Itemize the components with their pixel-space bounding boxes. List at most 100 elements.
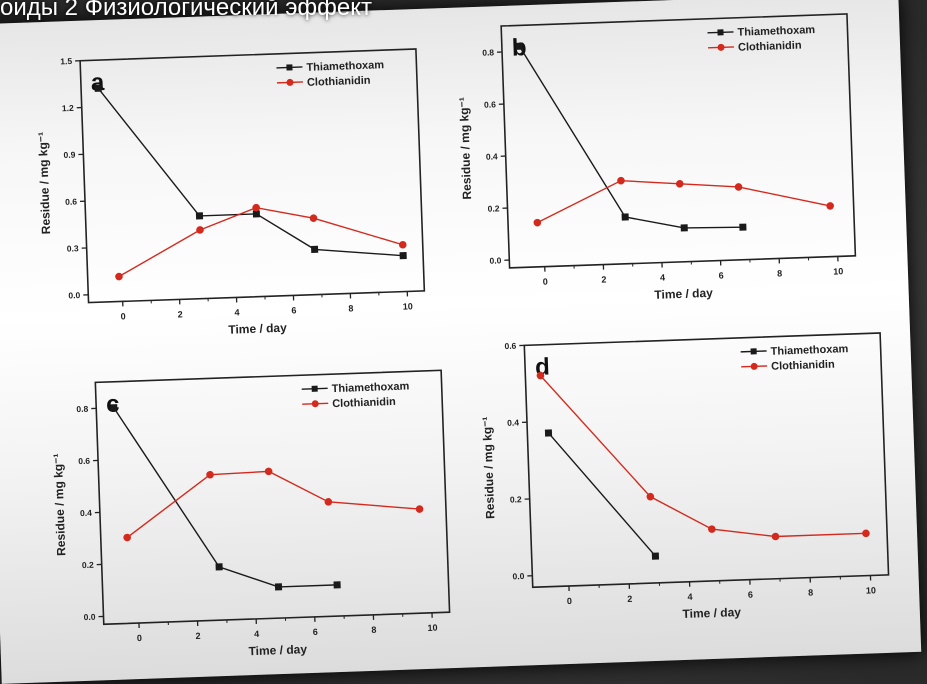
y-tick-label: 0.9 [63, 150, 75, 160]
series-line-clothianidin [117, 203, 404, 277]
x-axis-label: Time / day [682, 605, 741, 621]
legend-marker [286, 64, 292, 70]
y-tick-label: 0.8 [76, 404, 88, 414]
data-point-thiamethoxam [622, 213, 629, 220]
x-tick-label: 8 [371, 625, 376, 635]
y-tick-label: 1.5 [60, 56, 72, 66]
y-tick-label: 0.2 [488, 203, 500, 213]
legend-label: Clothianidin [307, 75, 371, 89]
x-tick-label: 4 [687, 592, 692, 602]
legend-marker [717, 29, 723, 35]
x-tick-label: 6 [313, 627, 318, 637]
data-point-thiamethoxam [652, 552, 659, 559]
data-point-thiamethoxam [275, 583, 282, 590]
plot-frame [524, 333, 888, 587]
legend-marker [751, 348, 757, 354]
series-line-thiamethoxam [519, 39, 742, 235]
y-tick-label: 0.0 [489, 255, 501, 265]
video-title: оиды 2 Физиологический эффект [0, 0, 372, 22]
data-point-clothianidin [772, 533, 780, 541]
x-tick-label: 6 [291, 305, 296, 315]
x-tick-label: 2 [195, 631, 200, 641]
data-point-thiamethoxam [400, 252, 407, 259]
legend-marker [751, 363, 758, 370]
x-tick-label: 4 [234, 307, 239, 317]
y-tick-label: 0.0 [84, 612, 96, 622]
y-tick-label: 0.6 [78, 456, 90, 466]
data-point-clothianidin [196, 226, 204, 234]
y-axis-label: Residue / mg kg⁻¹ [457, 97, 475, 200]
x-tick-label: 8 [777, 268, 782, 278]
x-tick-label: 4 [254, 629, 259, 639]
legend-marker [312, 400, 319, 407]
data-point-clothianidin [708, 525, 716, 533]
data-point-clothianidin [416, 505, 424, 513]
series-line-thiamethoxam [548, 429, 655, 559]
y-tick-label: 0.4 [80, 508, 92, 518]
data-point-clothianidin [265, 467, 273, 475]
y-tick-label: 0.4 [507, 417, 519, 427]
panel-letter: a [90, 69, 105, 96]
series-line-thiamethoxam [98, 78, 403, 266]
y-tick-label: 0.8 [482, 47, 494, 57]
data-point-clothianidin [310, 214, 318, 222]
y-tick-label: 0.6 [65, 196, 77, 206]
x-tick-label: 2 [601, 275, 606, 285]
y-tick-label: 0.2 [82, 560, 94, 570]
data-point-clothianidin [617, 177, 625, 185]
y-tick-label: 0.3 [67, 243, 79, 253]
series-line-clothianidin [540, 364, 866, 544]
legend-marker [312, 386, 318, 392]
x-tick-label: 8 [348, 303, 353, 313]
data-point-clothianidin [533, 219, 541, 227]
data-point-clothianidin [399, 241, 407, 249]
data-point-thiamethoxam [95, 85, 102, 92]
x-tick-label: 0 [121, 311, 126, 321]
x-axis-label: Time / day [248, 642, 307, 658]
legend-label: Thiamethoxam [332, 380, 410, 395]
x-tick-label: 10 [403, 301, 413, 311]
y-tick-label: 0.6 [504, 341, 516, 351]
plot-frame [95, 370, 449, 624]
data-point-thiamethoxam [311, 246, 318, 253]
x-tick-label: 0 [543, 277, 548, 287]
x-axis-label: Time / day [654, 286, 713, 302]
data-point-clothianidin [324, 498, 332, 506]
data-point-clothianidin [826, 202, 834, 210]
data-point-thiamethoxam [516, 43, 523, 50]
x-tick-label: 10 [866, 585, 876, 595]
data-point-thiamethoxam [110, 404, 117, 411]
y-axis-label: Residue / mg kg⁻¹ [51, 453, 69, 556]
legend-label: Thiamethoxam [306, 59, 384, 74]
y-axis-label: Residue / mg kg⁻¹ [480, 416, 498, 519]
data-point-clothianidin [676, 180, 684, 188]
y-tick-label: 1.2 [62, 103, 74, 113]
data-point-thiamethoxam [681, 224, 688, 231]
legend-label: Thiamethoxam [737, 24, 815, 39]
y-tick-label: 0.0 [68, 290, 80, 300]
y-axis-label: Residue / mg kg⁻¹ [36, 132, 54, 235]
x-tick-label: 2 [177, 309, 182, 319]
x-tick-label: 0 [567, 596, 572, 606]
x-tick-label: 4 [660, 272, 665, 282]
x-tick-label: 6 [718, 270, 723, 280]
legend-label: Clothianidin [332, 396, 396, 410]
legend-label: Clothianidin [771, 359, 835, 373]
plot-frame [80, 49, 424, 303]
y-tick-label: 0.4 [486, 151, 498, 161]
x-tick-label: 6 [748, 590, 753, 600]
x-tick-label: 2 [627, 594, 632, 604]
y-tick-label: 0.0 [512, 571, 524, 581]
legend-marker [717, 44, 724, 51]
legend-label: Clothianidin [738, 40, 802, 54]
data-point-thiamethoxam [216, 563, 223, 570]
plot-frame [501, 14, 855, 268]
data-point-clothianidin [735, 183, 743, 191]
